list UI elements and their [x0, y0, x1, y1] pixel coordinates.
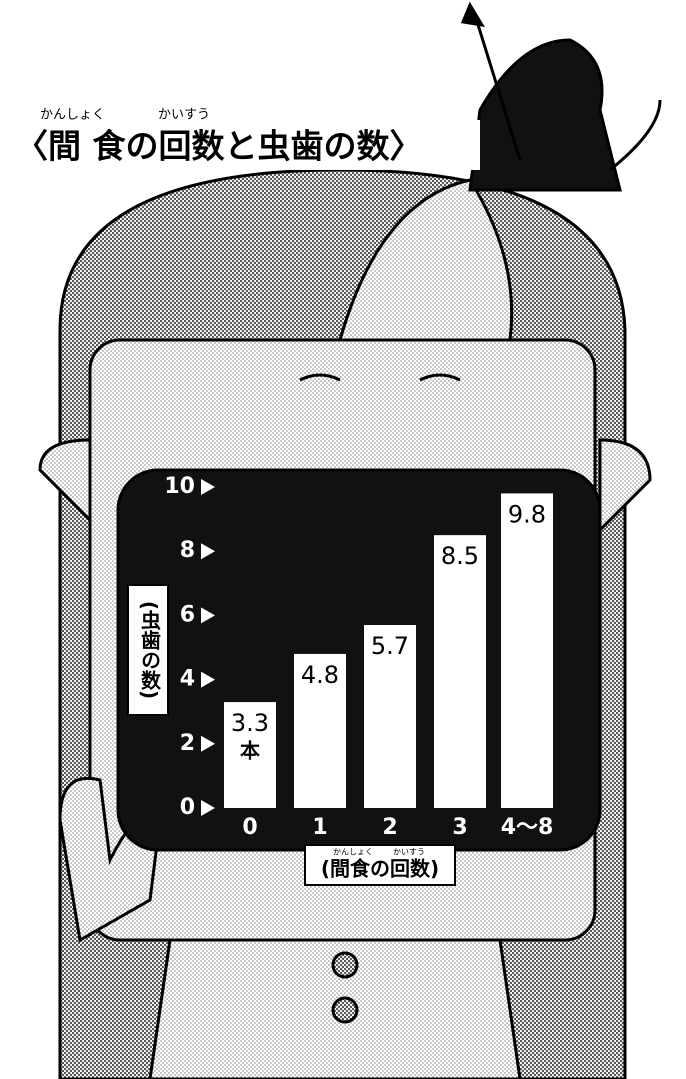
illustration: [10, 5, 660, 1079]
chart-title: 〈間 食の回数と虫歯の数〉: [15, 127, 423, 166]
x-tick-label: 3: [452, 815, 467, 840]
y-tick-label: 2: [180, 731, 195, 756]
y-tick-label: 0: [180, 795, 195, 820]
xlabel-furigana: かいすう: [393, 848, 425, 857]
x-tick-label: 4〜8: [501, 815, 554, 840]
bar: [434, 535, 486, 808]
value-label: 8.5: [441, 542, 479, 570]
xlabel-furigana: かんしょく: [333, 848, 373, 857]
chart: 〈間 食の回数と虫歯の数〉 かんしょく かいすう (虫歯の数) (間食の回数) …: [0, 0, 686, 1079]
title-furigana: かいすう: [158, 108, 210, 123]
value-label: 4.8: [301, 661, 339, 689]
x-axis-label: (間食の回数): [321, 857, 439, 881]
value-label: 9.8: [508, 500, 546, 528]
value-label: 5.7: [371, 632, 409, 660]
y-tick-label: 8: [180, 538, 195, 563]
x-tick-label: 1: [312, 815, 327, 840]
x-tick-label: 0: [242, 815, 257, 840]
title-furigana: かんしょく: [40, 108, 105, 123]
y-tick-label: 10: [164, 474, 195, 499]
y-axis-label: (虫歯の数): [138, 601, 162, 699]
x-tick-label: 2: [382, 815, 397, 840]
y-tick-label: 6: [180, 602, 195, 627]
y-tick-label: 4: [180, 667, 195, 692]
bar: [501, 493, 553, 808]
value-label: 3.3: [231, 709, 269, 737]
unit-label: 本: [240, 739, 260, 763]
